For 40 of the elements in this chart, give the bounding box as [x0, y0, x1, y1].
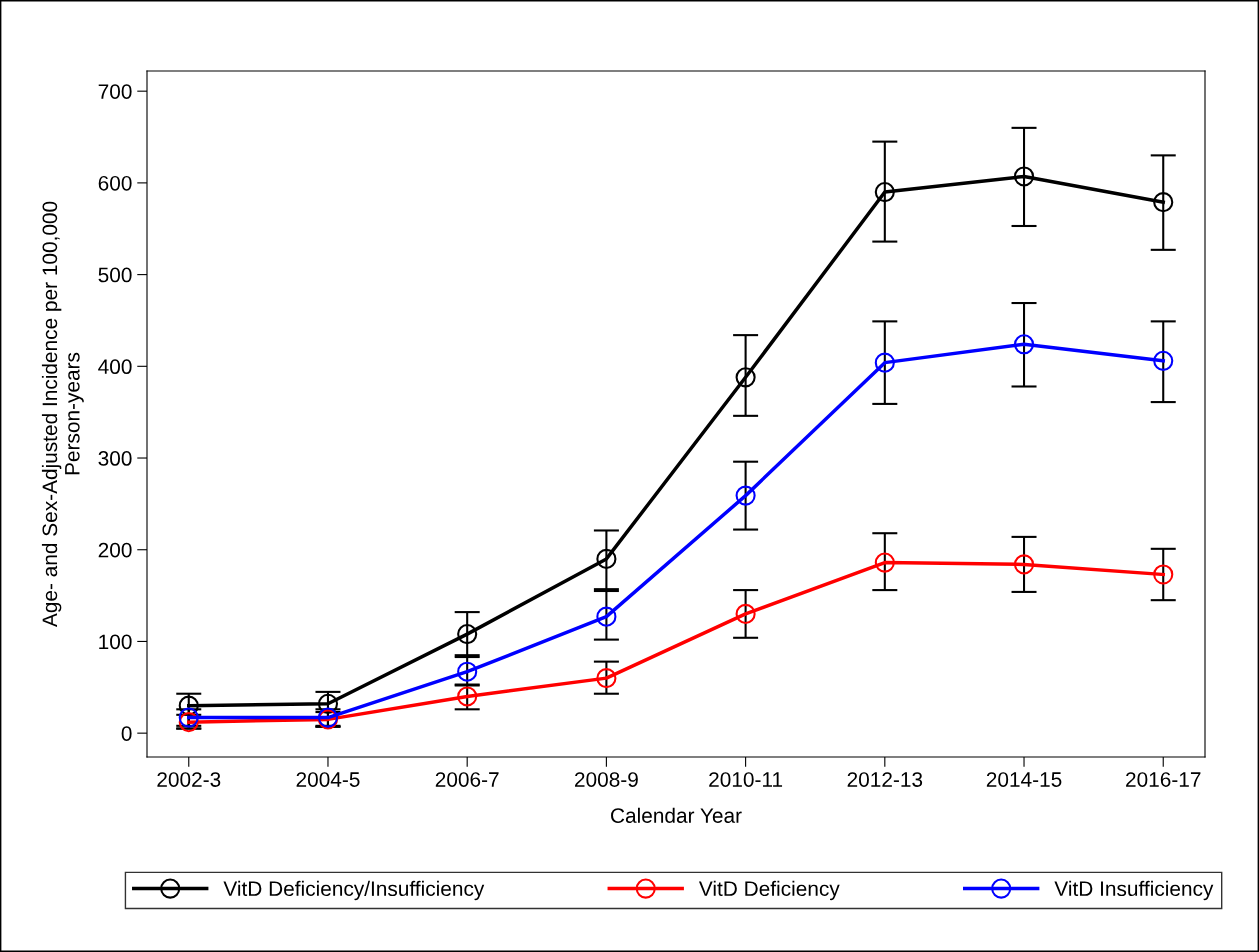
y-tick-label: 100	[99, 634, 132, 650]
point	[1013, 166, 1035, 187]
y-tick-label: 600	[98, 175, 132, 191]
point	[735, 485, 756, 506]
point	[735, 603, 756, 624]
x-tick-label: 2014-15	[986, 772, 1062, 787]
y-tick-label: 700	[98, 84, 132, 99]
y-axis-title: Age- and Sex-Adjusted Incidence per 100,000 Person-years	[41, 201, 84, 628]
point	[735, 367, 756, 388]
point	[874, 352, 895, 373]
y-tick-label: 500	[98, 267, 132, 283]
legend-label: VitD Insufficiency	[1054, 880, 1214, 901]
x-tick-label: 2002-3	[157, 772, 221, 787]
point	[457, 624, 478, 645]
point	[1153, 350, 1174, 371]
x-tick-label: 2008-9	[575, 772, 638, 787]
y-tick-label: 400	[98, 359, 132, 375]
x-tick-label: 2010-11	[709, 772, 783, 787]
point	[1153, 564, 1174, 585]
y-tick-label: 200	[98, 542, 132, 558]
x-tick-label: 2016-17	[1126, 772, 1201, 787]
legend-label: VitD Deficiency/Insufficiency	[223, 880, 485, 901]
x-tick-label: 2006-7	[435, 772, 499, 787]
point	[457, 661, 478, 682]
point	[317, 693, 339, 714]
point	[1153, 192, 1174, 213]
x-tick-label: 2012-13	[847, 772, 923, 787]
point	[1013, 554, 1035, 575]
y-tick-label: 300	[98, 451, 132, 466]
y-tick-label: 0	[121, 726, 132, 741]
point	[178, 695, 199, 716]
point	[874, 552, 895, 573]
point	[596, 548, 617, 569]
point	[596, 668, 617, 689]
legend-label: VitD Deficiency	[698, 880, 840, 901]
x-axis-title: Calendar Year	[611, 807, 742, 823]
x-tick-label: 2004-5	[296, 772, 360, 787]
point	[1013, 334, 1035, 355]
point	[596, 606, 617, 627]
point	[874, 181, 895, 203]
